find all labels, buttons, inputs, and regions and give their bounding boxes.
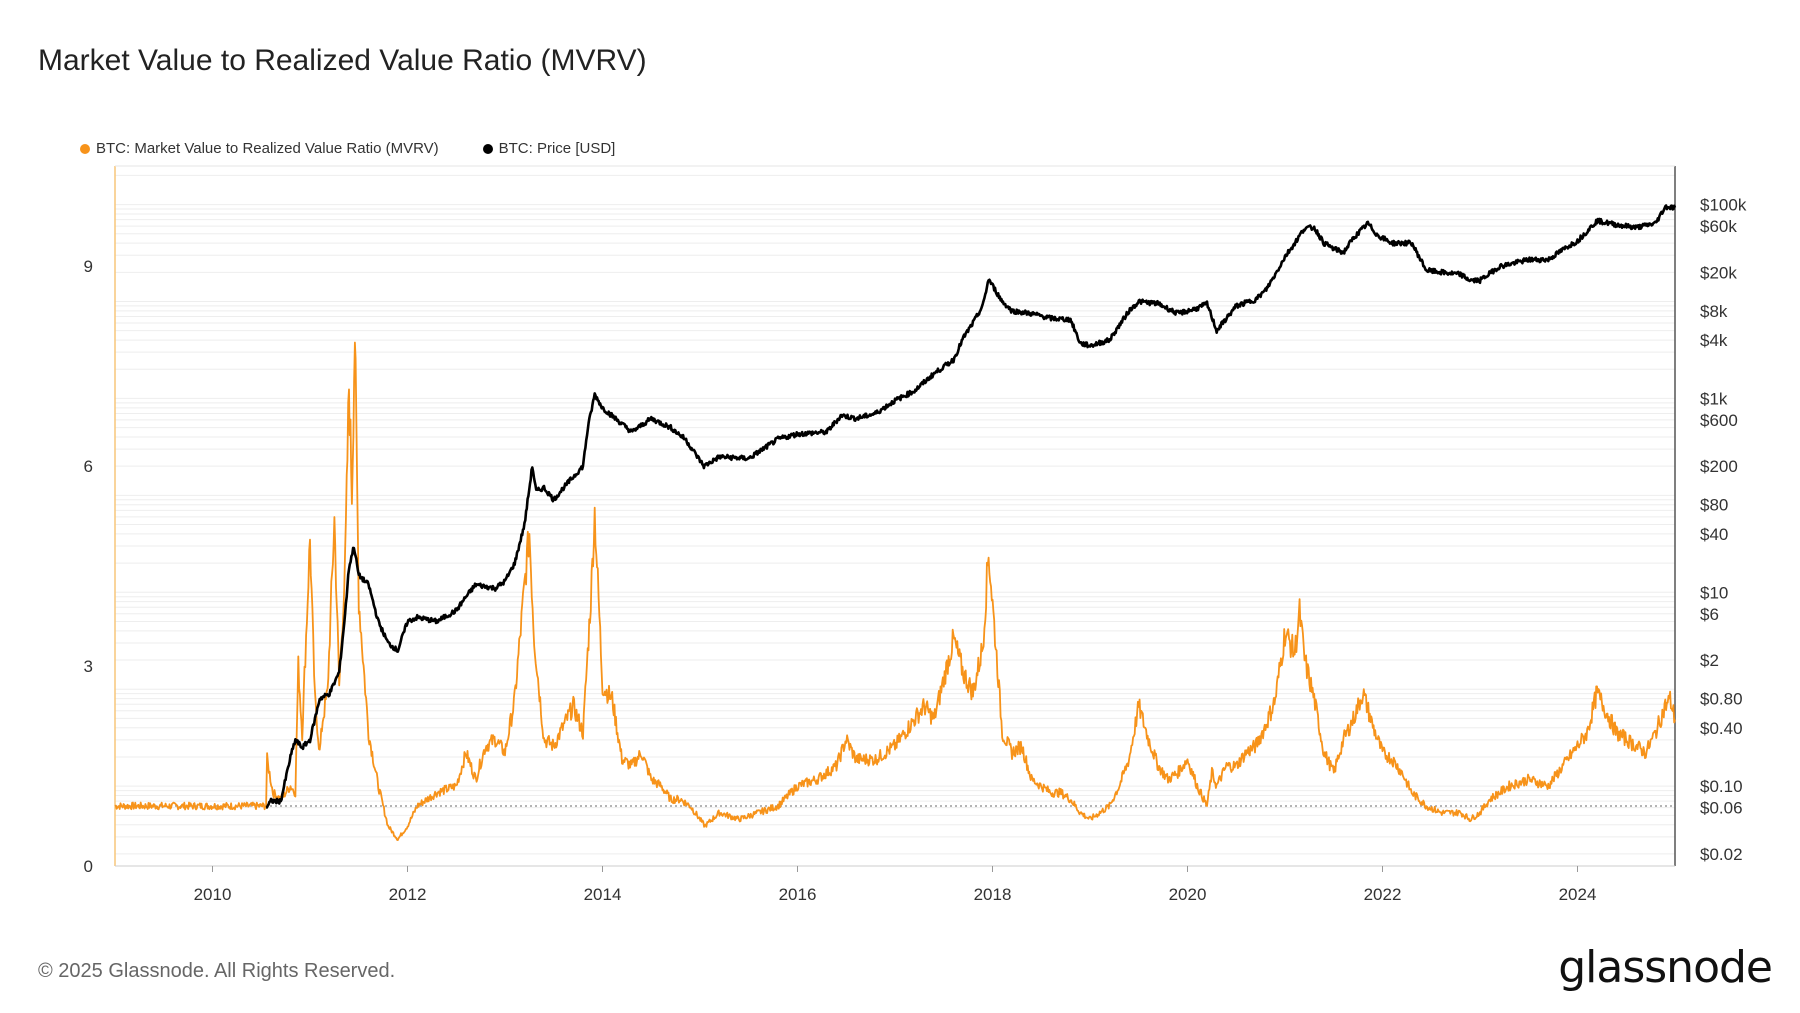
legend-mvrv-swatch: [80, 143, 90, 154]
right-tick-label: $0.06: [1700, 799, 1743, 818]
right-tick-label: $6: [1700, 605, 1719, 624]
legend-mvrv-label: BTC: Market Value to Realized Value Rati…: [96, 140, 439, 157]
grid-lines: [115, 174, 1675, 855]
right-tick-label: $8k: [1700, 302, 1728, 321]
x-tick-label: 2024: [1559, 885, 1597, 904]
right-tick-label: $0.02: [1700, 845, 1743, 864]
price-series-line: [265, 204, 1677, 809]
x-tick-label: 2022: [1364, 885, 1402, 904]
left-tick-label: 0: [84, 857, 93, 876]
mvrv-series-line: [114, 341, 1676, 841]
legend-item-mvrv[interactable]: BTC: Market Value to Realized Value Rati…: [80, 140, 439, 157]
series-lines: [114, 204, 1677, 841]
legend-item-price[interactable]: BTC: Price [USD]: [482, 140, 616, 157]
left-tick-label: 9: [84, 257, 93, 276]
x-tick-label: 2016: [779, 885, 817, 904]
copyright-text: © 2025 Glassnode. All Rights Reserved.: [38, 960, 396, 982]
right-tick-label: $2: [1700, 651, 1719, 670]
legend-price-swatch: [482, 143, 493, 154]
left-tick-label: 6: [84, 457, 93, 476]
right-tick-label: $60k: [1700, 217, 1737, 236]
right-tick-label: $600: [1700, 411, 1738, 430]
x-tick-label: 2020: [1169, 885, 1207, 904]
right-tick-label: $0.80: [1700, 690, 1743, 709]
right-tick-label: $80: [1700, 496, 1728, 515]
x-tick-label: 2014: [584, 885, 622, 904]
right-tick-label: $4k: [1700, 331, 1728, 350]
axes: [114, 165, 1676, 872]
right-tick-label: $200: [1700, 457, 1738, 476]
x-tick-label: 2012: [389, 885, 427, 904]
x-tick-label: 2010: [194, 885, 232, 904]
chart-title: Market Value to Realized Value Ratio (MV…: [38, 44, 647, 77]
x-tick-label: 2018: [974, 885, 1012, 904]
glassnode-logo: glassnode: [1558, 942, 1773, 993]
left-tick-label: 3: [84, 657, 93, 676]
legend: BTC: Market Value to Realized Value Rati…: [80, 140, 615, 157]
right-tick-label: $10: [1700, 583, 1728, 602]
right-tick-label: $1k: [1700, 389, 1728, 408]
right-tick-label: $20k: [1700, 263, 1737, 282]
right-tick-label: $0.10: [1700, 777, 1743, 796]
right-tick-label: $100k: [1700, 196, 1747, 215]
right-tick-label: $0.40: [1700, 719, 1743, 738]
right-tick-label: $40: [1700, 525, 1728, 544]
tick-labels: 2010 2012 2014 2016 2018 2020 2022 2024 0 3 6 9 $100…: [84, 196, 1747, 904]
legend-price-label: BTC: Price [USD]: [498, 140, 616, 157]
